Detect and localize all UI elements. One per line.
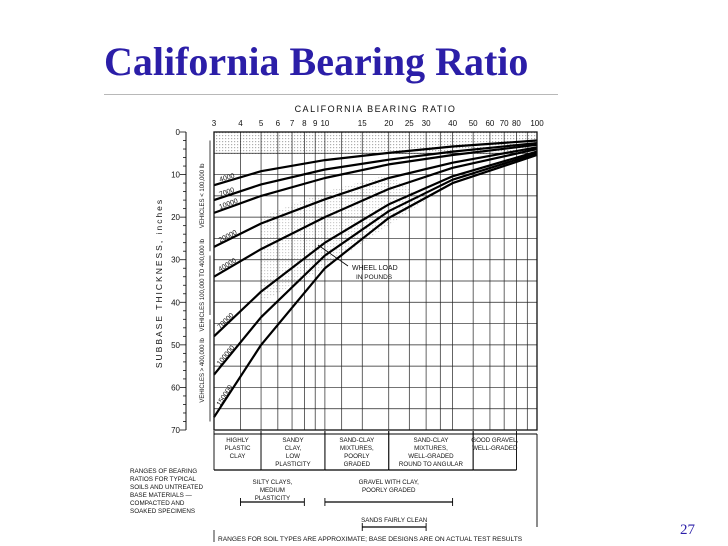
series-label-4000: 4000 — [219, 173, 236, 184]
chart-title: CALIFORNIA BEARING RATIO — [295, 104, 457, 114]
series-line-100000 — [213, 152, 538, 376]
soil-range-label: LOW — [286, 453, 300, 460]
wheel-load-label: WHEEL LOAD — [352, 265, 398, 272]
soil-range-label: SAND-CLAY — [413, 437, 448, 444]
stipple-band-top — [214, 132, 537, 154]
series-line-10000 — [213, 143, 538, 214]
x-tick-label: 7 — [290, 119, 295, 128]
series-line-70000 — [213, 150, 538, 338]
y-tick-label: 0 — [176, 128, 181, 137]
series-line-150000 — [213, 153, 538, 418]
soil-range-label: MIXTURES, — [414, 445, 448, 452]
wheel-load-unit-label: IN POUNDS — [356, 274, 393, 281]
ranges-note-line: RATIOS FOR TYPICAL — [130, 476, 196, 483]
x-tick-label: 5 — [259, 119, 264, 128]
series-label-10000: 10000 — [218, 198, 239, 211]
footnote: RANGES FOR SOIL TYPES ARE APPROXIMATE; B… — [218, 536, 523, 543]
traffic-group-light: VEHICLES < 100,000 lb — [200, 163, 206, 228]
plot-frame — [213, 131, 538, 431]
series-label-70000: 70000 — [217, 312, 236, 331]
x-tick-label: 15 — [358, 119, 367, 128]
x-tick-label: 60 — [485, 119, 494, 128]
ranges-note-line: SOILS AND UNTREATED — [130, 484, 203, 491]
x-tick-label: 50 — [469, 119, 478, 128]
soil-range-label: GRAVEL WITH CLAY, — [359, 479, 420, 486]
series-line-20000 — [213, 146, 538, 248]
x-tick-label: 20 — [384, 119, 393, 128]
soil-range-label: ROUND TO ANGULAR — [399, 461, 464, 468]
soil-range-label: SILTY CLAYS, — [252, 479, 292, 486]
series-line-40000 — [213, 147, 538, 278]
x-tick-label: 3 — [212, 119, 217, 128]
series-line-7000 — [213, 142, 538, 202]
soil-range-label: PLASTICITY — [275, 461, 310, 468]
x-tick-label: 6 — [276, 119, 281, 128]
wheel-load-leader — [317, 244, 349, 267]
soil-range-label: HIGHLY — [226, 437, 249, 444]
soil-range-label: GRADED — [344, 461, 371, 468]
title-divider — [104, 94, 558, 95]
ranges-note-line: SOAKED SPECIMENS — [130, 508, 195, 515]
x-tick-label: 4 — [238, 119, 243, 128]
page-number: 27 — [680, 522, 695, 538]
y-tick-label: 50 — [171, 341, 180, 350]
x-tick-label: 25 — [405, 119, 414, 128]
soil-range-label: WELL-GRADED — [408, 453, 454, 460]
x-tick-label: 70 — [500, 119, 509, 128]
traffic-group-heavy: VEHICLES > 400,000 lb — [200, 337, 206, 402]
y-tick-label: 40 — [171, 298, 180, 307]
x-tick-label: 100 — [530, 119, 544, 128]
ranges-note-line: COMPACTED AND — [130, 500, 185, 507]
soil-range-label: PLASTICITY — [255, 495, 290, 502]
y-tick-label: 70 — [171, 426, 180, 435]
x-tick-label: 8 — [302, 119, 307, 128]
soil-range-label: PLASTIC — [225, 445, 251, 452]
traffic-group-medium: VEHICLES 100,000 TO 400,000 lb — [200, 238, 206, 331]
soil-range-label: GOOD GRAVEL, — [471, 437, 518, 444]
y-axis-label: SUBBASE THICKNESS, inches — [154, 198, 164, 368]
x-tick-label: 30 — [422, 119, 431, 128]
y-tick-label: 60 — [171, 383, 180, 392]
soil-range-label: SANDY — [282, 437, 303, 444]
soil-range-label: POORLY — [344, 453, 369, 460]
x-tick-label: 9 — [313, 119, 318, 128]
soil-range-label: MEDIUM — [260, 487, 285, 494]
soil-range-label: CLAY — [230, 453, 246, 460]
x-tick-label: 80 — [512, 119, 521, 128]
series-line-4000 — [213, 139, 538, 187]
soil-range-label: WELL-GRADED — [472, 445, 518, 452]
soil-range-label: CLAY, — [285, 445, 302, 452]
series-label-7000: 7000 — [218, 187, 235, 199]
series-label-20000: 20000 — [218, 229, 239, 244]
y-tick-label: 30 — [171, 256, 180, 265]
soil-range-label: SAND-CLAY — [339, 437, 374, 444]
ranges-note-line: RANGES OF BEARING — [130, 468, 197, 475]
soil-range-label: MIXTURES, — [340, 445, 374, 452]
ranges-note-line: BASE MATERIALS — — [130, 492, 193, 499]
slide-title: California Bearing Ratio — [104, 39, 529, 84]
soil-range-label: SANDS FAIRLY CLEAN — [361, 517, 427, 524]
series-label-100000: 100000 — [216, 345, 236, 368]
y-tick-label: 10 — [171, 171, 180, 180]
x-tick-label: 40 — [448, 119, 457, 128]
y-tick-label: 20 — [171, 213, 180, 222]
soil-range-label: POORLY GRADED — [362, 487, 416, 494]
x-tick-label: 10 — [320, 119, 329, 128]
